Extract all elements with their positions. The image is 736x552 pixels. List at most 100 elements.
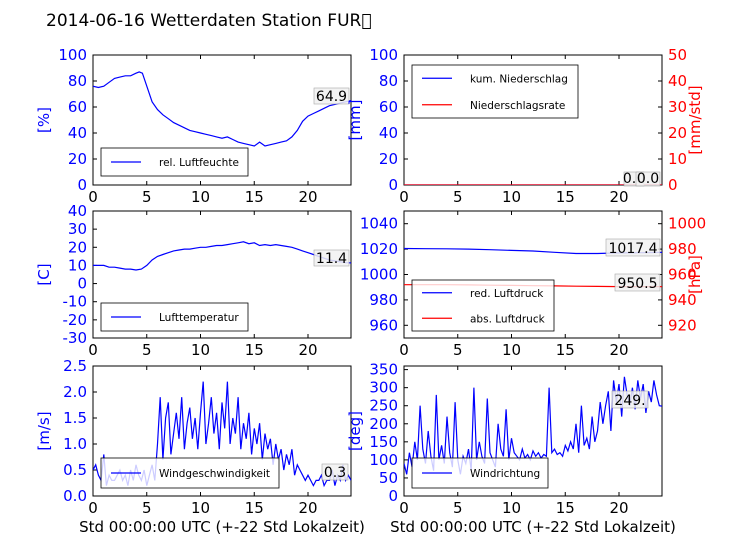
y-tick-label: -20	[63, 311, 88, 329]
y-tick-label: 100	[369, 451, 398, 469]
y-tick-label: 0.5	[63, 461, 87, 479]
legend: Windrichtung	[411, 457, 549, 489]
y-tick-label: 250	[369, 397, 398, 415]
x-tick-label: 5	[453, 341, 463, 359]
y-tick-label: 200	[369, 415, 398, 433]
x-tick-label: 15	[556, 188, 575, 206]
y-tick-label-right: 0	[668, 176, 678, 194]
y-tick-label: 1.0	[63, 435, 87, 453]
y-tick-label: 20	[379, 150, 398, 168]
legend-frame	[411, 64, 579, 119]
series-line-1	[93, 71, 351, 147]
legend: rel. Luftfeuchte	[100, 147, 249, 177]
y-tick-label: 1000	[360, 266, 398, 284]
x-tick-label: 0	[399, 499, 409, 517]
x-tick-label: 10	[502, 341, 521, 359]
legend-label: rel. Luftfeuchte	[159, 157, 239, 169]
y-tick-label: 20	[68, 238, 87, 256]
y-tick-label: 960	[369, 316, 398, 334]
y-tick-label: 2.0	[63, 383, 87, 401]
y-tick-label-right: 50	[668, 46, 687, 64]
y-tick-label-right: 10	[668, 150, 687, 168]
chart-panel-3: 0 5 10 15 20-30-20-10010203040[C]Lufttempera…	[35, 202, 352, 359]
series-line-1	[93, 241, 351, 271]
y-tick-label: 0	[77, 275, 87, 293]
y-tick-label: 30	[68, 220, 87, 238]
x-tick-label: 10	[191, 499, 210, 517]
y-tick-label-right: 20	[668, 124, 687, 142]
legend-label: Windgeschwindigkeit	[159, 468, 270, 480]
figure-title: 2014-06-16 Wetterdaten Station FUR 	[46, 11, 372, 31]
x-axis-label-right: Std 00:00:00 UTC (+-22 Std Lokalzeit)	[390, 518, 676, 536]
value-annotation: 950.5	[617, 276, 657, 292]
value-annotation-box	[635, 171, 661, 187]
value-annotation-box	[313, 87, 350, 105]
x-tick-label: 10	[502, 499, 521, 517]
y-tick-label: 1040	[360, 215, 398, 233]
y-tick-label-right: 30	[668, 98, 687, 116]
y-tick-label: 150	[369, 433, 398, 451]
y-axis-label: [%]	[35, 107, 53, 133]
y-tick-label: 10	[68, 256, 87, 274]
x-tick-label: 15	[245, 499, 264, 517]
legend: kum. Niederschlag Niederschlagsrate	[411, 64, 579, 119]
y-axis-label-right: [hPa]	[686, 255, 704, 294]
value-annotation: 249.	[614, 393, 645, 409]
x-tick-label: 5	[142, 188, 152, 206]
legend: red. Luftdruck abs. Luftdruck	[411, 279, 555, 332]
value-annotation: 11.4	[316, 251, 347, 267]
chart-panel-6: 0 5 10 15 20050100150200250300350[deg]Windri…	[346, 361, 663, 517]
y-axis-label-right: [mm/std]	[686, 85, 704, 154]
y-tick-label-right: 980	[668, 240, 697, 258]
x-tick-label: 10	[191, 188, 210, 206]
x-tick-label: 5	[453, 499, 463, 517]
chart-panel-2: 0 5 10 15 20 0 20 40 60 80 100 0 10 20 30 40 50 [mm] [mm/s…	[346, 46, 704, 206]
x-tick-label: 20	[298, 188, 317, 206]
value-annotation-box	[614, 273, 661, 292]
x-tick-label: 5	[142, 499, 152, 517]
value-annotation-box	[313, 249, 350, 267]
chart-panel-5: 0 5 10 15 20 0.0 0.5 1.0 1.5 2.0 2.5 [m/s] Windgesch…	[35, 357, 352, 517]
y-axis-label: [deg]	[346, 411, 364, 451]
y-tick-label: 0	[388, 487, 398, 505]
y-tick-label-right: 940	[668, 291, 697, 309]
x-tick-label: 5	[142, 341, 152, 359]
x-axis-label-left: Std 00:00:00 UTC (+-22 Std Lokalzeit)	[79, 518, 365, 536]
x-tick-label: 15	[245, 188, 264, 206]
y-tick-label: 80	[379, 72, 398, 90]
x-tick-label: 0	[88, 188, 98, 206]
y-tick-label-right: 40	[668, 72, 687, 90]
y-tick-label: 20	[68, 150, 87, 168]
y-tick-label: 1020	[360, 240, 398, 258]
x-tick-label: 20	[609, 341, 628, 359]
value-annotation: 1017.4	[609, 241, 658, 257]
series-line-1	[404, 376, 662, 475]
y-tick-label: 60	[379, 98, 398, 116]
legend-label: abs. Luftdruck	[470, 313, 546, 325]
y-tick-label: 350	[369, 361, 398, 379]
chart-panel-4: 0 5 10 15 20 960 980 1000 1020 1040 920 940 960 980 10…	[360, 210, 706, 359]
x-tick-label: 20	[609, 188, 628, 206]
x-tick-label: 15	[245, 341, 264, 359]
legend-label: kum. Niederschlag	[470, 73, 568, 85]
y-tick-label: 0.0	[63, 487, 87, 505]
y-tick-label-right: 920	[668, 316, 697, 334]
y-tick-label: 100	[369, 46, 398, 64]
y-tick-label: 60	[68, 98, 87, 116]
y-tick-label: 0	[388, 176, 398, 194]
legend-label: Windrichtung	[470, 468, 540, 480]
value-annotation-box	[321, 463, 349, 481]
y-tick-label-right: 960	[668, 266, 697, 284]
legend-label: Niederschlagsrate	[470, 100, 565, 112]
value-annotation: 0.0	[637, 171, 659, 187]
y-tick-label: 980	[369, 291, 398, 309]
x-tick-label: 15	[556, 341, 575, 359]
y-tick-label: 1.5	[63, 409, 87, 427]
x-tick-label: 20	[298, 499, 317, 517]
x-tick-label: 10	[502, 188, 521, 206]
x-tick-label: 20	[609, 499, 628, 517]
value-annotation-box	[611, 390, 649, 409]
y-tick-label: 80	[68, 72, 87, 90]
y-tick-label: 40	[68, 202, 87, 220]
